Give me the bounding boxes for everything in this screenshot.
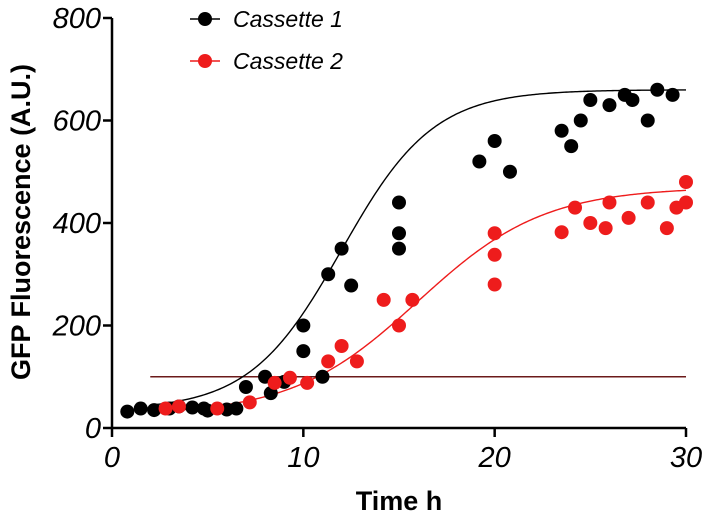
data-point-cassette-2: [405, 292, 420, 307]
data-point-cassette-1: [487, 134, 502, 148]
data-point-cassette-1: [238, 380, 253, 394]
data-point-cassette-1: [229, 401, 244, 416]
data-point-cassette-1: [185, 400, 200, 415]
data-point-cassette-1: [650, 82, 665, 97]
data-point-cassette-2: [376, 292, 391, 307]
data-point-cassette-2: [568, 200, 583, 215]
data-point-cassette-2: [583, 216, 598, 230]
data-point-cassette-2: [300, 375, 315, 390]
data-point-cassette-2: [640, 195, 655, 210]
data-point-cassette-2: [679, 195, 693, 210]
data-point-cassette-2: [158, 401, 173, 416]
data-point-cassette-1: [602, 98, 617, 113]
data-point-cassette-2: [392, 318, 406, 333]
fit-curve-cassette-1: [150, 89, 686, 406]
data-point-cassette-2: [659, 221, 674, 236]
legend-item-cassette-2: Cassette 2: [190, 48, 343, 74]
data-point-cassette-1: [120, 404, 135, 419]
x-tick-label: 20: [478, 442, 511, 474]
data-point-cassette-1: [344, 278, 359, 293]
data-point-cassette-2: [487, 226, 502, 241]
data-point-cassette-2: [679, 175, 693, 189]
data-point-cassette-1: [564, 139, 579, 154]
data-point-cassette-2: [487, 277, 502, 292]
data-point-cassette-1: [583, 93, 598, 107]
y-axis-title: GFP Fluorescence (A.U.): [6, 64, 36, 380]
data-point-cassette-2: [282, 370, 297, 385]
data-point-cassette-1: [392, 241, 406, 256]
x-tick-label: 0: [104, 442, 120, 474]
data-point-cassette-1: [133, 401, 148, 416]
data-point-cassette-1: [392, 226, 406, 241]
data-point-cassette-2: [321, 354, 336, 369]
data-point-cassette-2: [487, 247, 502, 262]
data-point-cassette-1: [625, 93, 640, 107]
data-point-cassette-1: [573, 113, 588, 128]
data-point-cassette-1: [554, 123, 569, 138]
data-point-cassette-2: [267, 375, 282, 390]
data-point-cassette-2: [554, 225, 569, 240]
data-point-cassette-1: [147, 403, 162, 418]
data-point-cassette-2: [621, 210, 636, 225]
data-point-cassette-1: [334, 241, 349, 256]
y-tick-label: 400: [53, 208, 101, 240]
x-tick-label: 30: [670, 442, 702, 474]
ticks-layer: 0 10 20 30 0 200 400 600 800: [52, 3, 703, 474]
data-point-cassette-1: [472, 154, 487, 169]
legend: Cassette 1 Cassette 2: [190, 6, 343, 74]
data-points: [120, 82, 693, 419]
y-tick-label: 600: [53, 106, 101, 138]
y-tick-label: 200: [52, 311, 101, 343]
data-point-cassette-1: [296, 344, 311, 359]
data-point-cassette-2: [242, 395, 257, 410]
data-point-cassette-2: [349, 354, 364, 369]
data-point-cassette-1: [321, 267, 336, 282]
data-point-cassette-2: [602, 195, 617, 210]
data-point-cassette-1: [665, 87, 680, 102]
data-point-cassette-1: [640, 113, 655, 128]
legend-marker-cassette-2: [198, 54, 212, 68]
data-point-cassette-2: [334, 339, 349, 353]
y-tick-label: 800: [53, 3, 101, 35]
legend-label-cassette-1: Cassette 1: [233, 6, 343, 32]
x-axis-title: Time h: [356, 486, 443, 516]
x-tick-label: 10: [287, 442, 319, 474]
data-point-cassette-1: [392, 195, 406, 210]
legend-item-cassette-1: Cassette 1: [190, 6, 343, 32]
legend-label-cassette-2: Cassette 2: [233, 48, 343, 74]
data-point-cassette-1: [502, 164, 517, 179]
data-point-cassette-1: [315, 369, 330, 384]
data-point-cassette-2: [171, 399, 186, 414]
fit-curves: [150, 89, 687, 413]
data-point-cassette-1: [296, 318, 311, 333]
data-point-cassette-2: [210, 401, 225, 416]
data-point-cassette-2: [598, 221, 613, 236]
y-tick-label: 0: [85, 413, 101, 445]
legend-marker-cassette-1: [198, 12, 212, 26]
